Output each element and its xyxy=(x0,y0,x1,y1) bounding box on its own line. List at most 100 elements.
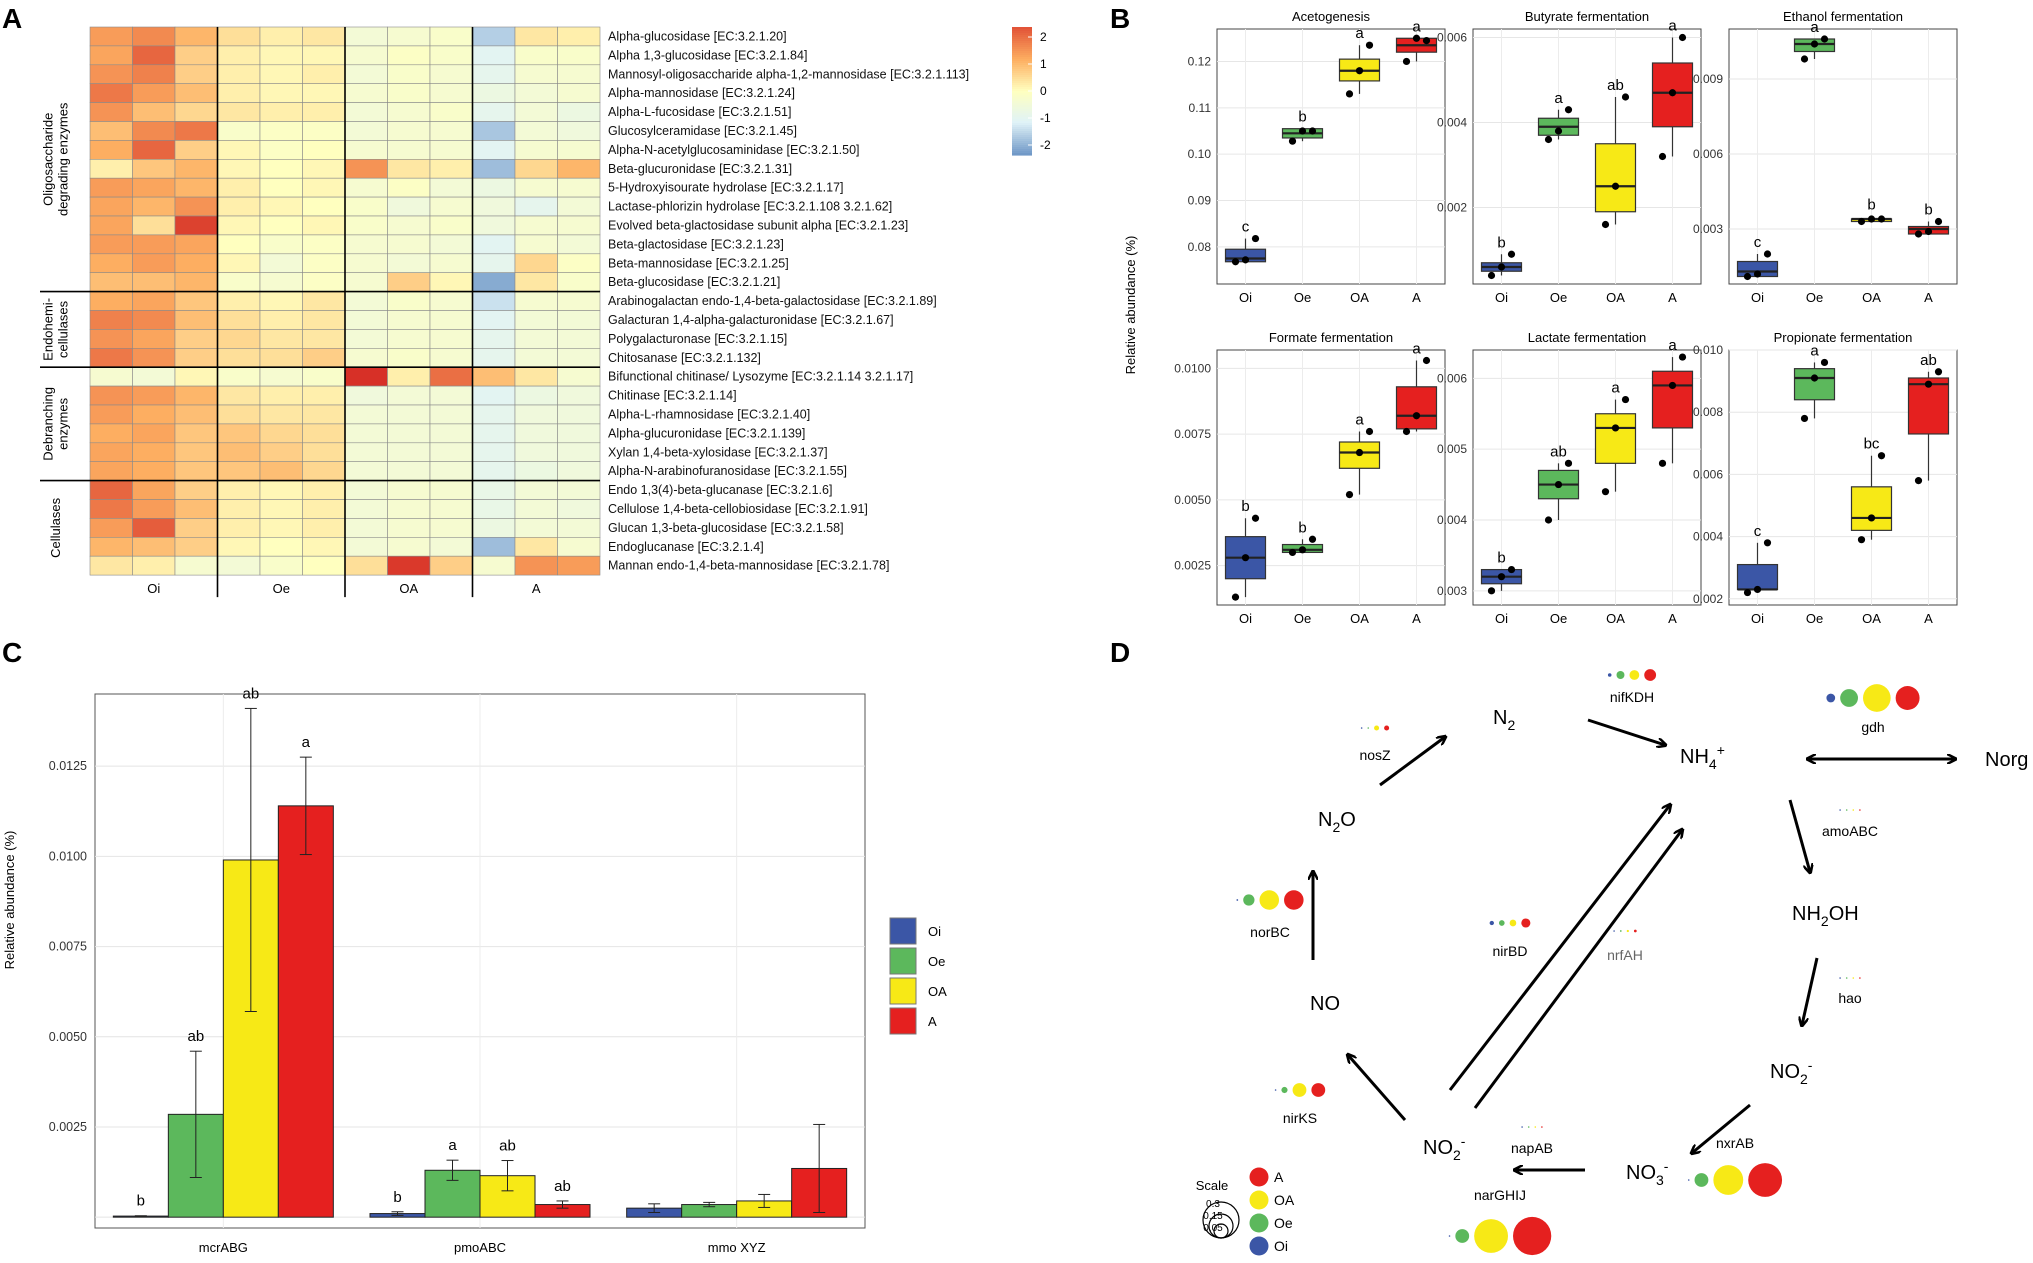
heatmap-cell xyxy=(514,215,558,236)
boxplot-subplot: Formate fermentation 0.0025 0.0050 0.0075 0.… xyxy=(1174,330,1446,626)
heatmap-cell xyxy=(387,253,431,274)
heatmap-cell xyxy=(387,272,431,292)
heatmap-cell xyxy=(89,177,133,198)
gene-bubble-a xyxy=(1748,1163,1783,1197)
heatmap-cell xyxy=(514,253,558,274)
compound-base: NO xyxy=(1626,1162,1656,1184)
boxplot-significance-letter: a xyxy=(1412,341,1421,358)
gene-bubble-oi xyxy=(1274,1089,1277,1091)
heatmap-cell xyxy=(132,159,176,179)
heatmap-row-label: Polygalacturonase [EC:3.2.1.15] xyxy=(608,332,787,346)
legend-swatch-oe xyxy=(889,947,917,975)
arrow-no2-to-nh4-a xyxy=(1448,805,1670,1091)
heatmap-cell xyxy=(514,177,558,198)
heatmap-cell xyxy=(132,461,176,481)
heatmap-cell xyxy=(302,385,346,406)
heatmap-cell xyxy=(429,291,473,311)
heatmap-cell xyxy=(387,442,431,462)
heatmap-cell xyxy=(472,26,516,47)
colorbar-segment xyxy=(1012,35,1032,38)
boxplot-xtick-label: A xyxy=(1412,290,1421,305)
heatmap-cell xyxy=(429,196,473,217)
boxplot-ytick-label: 0.009 xyxy=(1693,72,1723,86)
heatmap-cell xyxy=(217,480,261,500)
heatmap-cell xyxy=(132,480,176,500)
heatmap-cell xyxy=(174,536,218,557)
heatmap-cell xyxy=(259,102,303,122)
gene-bubble-oe xyxy=(1694,1173,1709,1187)
boxplot-point xyxy=(1241,256,1250,264)
heatmap-cell xyxy=(514,121,558,141)
gene-label: amoABC xyxy=(1822,823,1878,839)
colorbar-segment xyxy=(1012,85,1032,88)
heatmap-cell xyxy=(259,45,303,66)
boxplot-point xyxy=(1763,250,1772,258)
heatmap-row-label: Xylan 1,4-beta-xylosidase [EC:3.2.1.37] xyxy=(608,445,828,459)
heatmap-cell xyxy=(472,45,516,66)
compound-base: NH xyxy=(1680,746,1709,768)
gene-bubble-a xyxy=(1859,977,1861,979)
boxplot-point xyxy=(1345,90,1354,98)
boxplot-ytick-label: 0.002 xyxy=(1437,201,1467,215)
heatmap-cell xyxy=(174,366,218,387)
boxplot-ytick-label: 0.006 xyxy=(1437,371,1467,385)
boxplot-box xyxy=(1793,368,1836,401)
compound-base: NH xyxy=(1792,903,1821,925)
gene-bubble-oa xyxy=(1509,919,1517,927)
heatmap-cell xyxy=(302,329,346,349)
boxplot-point xyxy=(1877,215,1886,223)
heatmap-cell xyxy=(259,442,303,462)
boxplot-point xyxy=(1621,93,1630,101)
heatmap-cell xyxy=(89,253,133,274)
gene-bubble-oi xyxy=(1826,693,1836,703)
heatmap-cell xyxy=(259,310,303,330)
colorbar-segment xyxy=(1012,151,1032,154)
gene-bubble-oi xyxy=(1489,920,1494,926)
boxplot-point xyxy=(1345,490,1354,499)
colorbar-segment xyxy=(1012,71,1032,74)
heatmap-cell xyxy=(217,536,261,557)
gene-label: nirKS xyxy=(1283,1110,1317,1126)
boxplot-xtick-label: A xyxy=(1668,611,1677,626)
heatmap-cell xyxy=(472,442,516,462)
heatmap-cell xyxy=(429,536,473,557)
gene-label: nosZ xyxy=(1359,747,1391,763)
heatmap-cell xyxy=(174,177,218,198)
legend-label: Oi xyxy=(1274,1238,1288,1254)
boxplot-subplot: Lactate fermentation 0.003 0.004 0.005 0.006… xyxy=(1437,330,1702,626)
colorbar-segment xyxy=(1012,43,1032,46)
scale-value: 0.3 xyxy=(1206,1199,1220,1210)
heatmap-column-label: A xyxy=(532,581,541,596)
boxplot-point xyxy=(1658,152,1667,161)
heatmap-cell xyxy=(429,177,473,198)
heatmap-cell xyxy=(344,461,388,481)
heatmap-cell xyxy=(514,555,558,576)
heatmap-cell xyxy=(174,272,218,292)
heatmap-cell xyxy=(259,404,303,425)
heatmap-cell xyxy=(259,480,303,500)
gene-label: nxrAB xyxy=(1716,1135,1754,1151)
heatmap-cell xyxy=(514,291,558,311)
heatmap-cell xyxy=(472,272,516,292)
boxplot-point xyxy=(1288,137,1297,145)
gene-bubble-oa xyxy=(1713,1165,1744,1195)
heatmap-cell xyxy=(514,442,558,462)
heatmap-cell xyxy=(302,177,346,198)
compound-no2-left: NO2- xyxy=(1423,1133,1466,1163)
heatmap-cell xyxy=(429,385,473,406)
heatmap-cell xyxy=(132,329,176,349)
heatmap-cell xyxy=(387,83,431,103)
heatmap-cell xyxy=(302,555,346,576)
heatmap-cell xyxy=(174,555,218,576)
colorbar-segment xyxy=(1012,97,1032,100)
colorbar-segment xyxy=(1012,139,1032,142)
cycle-arrows xyxy=(1313,718,1955,1170)
heatmap-cell xyxy=(132,45,176,66)
colorbar-segment xyxy=(1012,113,1032,116)
gene-gdh: gdh xyxy=(1826,684,1920,735)
compound-subscript: 3 xyxy=(1656,1172,1664,1188)
boxplot-ytick-label: 0.004 xyxy=(1437,116,1467,130)
heatmap-cell xyxy=(217,404,261,425)
heatmap-row-label: Beta-glucuronidase [EC:3.2.1.31] xyxy=(608,162,792,176)
